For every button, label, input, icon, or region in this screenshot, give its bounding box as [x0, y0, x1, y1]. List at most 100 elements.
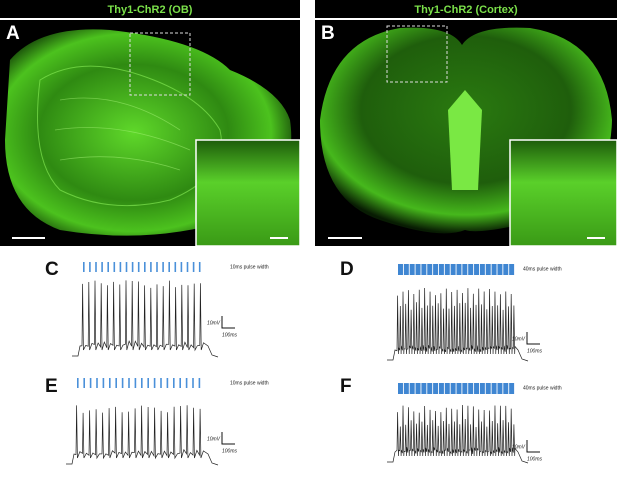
light-pulse	[115, 378, 117, 388]
light-pulse	[102, 378, 105, 388]
light-pulse	[444, 383, 450, 394]
light-pulse	[433, 264, 439, 275]
light-pulse	[485, 264, 491, 275]
panel-title: Thy1-ChR2 (Cortex)	[414, 4, 518, 16]
light-pulse	[491, 383, 497, 394]
voltage-trace	[387, 404, 529, 464]
stimulus-label: 40ms pulse width	[523, 266, 562, 272]
scale-voltage: 10mV	[512, 444, 526, 450]
fibers	[54, 97, 191, 171]
voltage-trace	[72, 280, 219, 358]
light-pulse	[497, 383, 503, 394]
light-pulse	[427, 383, 433, 394]
trace-label: F	[340, 376, 352, 397]
panel-title: Thy1-ChR2 (OB)	[108, 4, 193, 16]
light-pulse	[438, 383, 444, 394]
light-pulse	[198, 378, 201, 388]
light-pulse	[192, 262, 195, 272]
light-pulse	[456, 383, 462, 394]
light-pulse	[144, 262, 146, 272]
light-pulse	[474, 383, 480, 394]
light-pulse	[415, 383, 421, 394]
light-pulse	[179, 378, 181, 388]
light-pulse	[427, 264, 433, 275]
light-pulse	[421, 383, 427, 394]
light-pulse	[89, 262, 91, 272]
title-bar	[315, 0, 617, 18]
light-pulse	[198, 262, 201, 272]
light-pulse	[450, 264, 456, 275]
scale-bar	[221, 432, 235, 445]
light-pulse	[409, 383, 415, 394]
light-pulse	[95, 262, 97, 272]
light-pulse	[168, 262, 170, 272]
scale-voltage: 10mV	[207, 436, 221, 442]
light-pulse	[415, 264, 421, 275]
light-pulse	[497, 264, 503, 275]
light-pulse	[485, 383, 491, 394]
panel-a: Thy1-ChR2 (OB) A	[0, 0, 301, 247]
light-pulse	[479, 383, 485, 394]
light-pulse	[125, 262, 128, 272]
inset	[509, 139, 617, 247]
light-pulse	[403, 264, 409, 275]
light-pulse	[192, 378, 194, 388]
light-pulse	[186, 262, 189, 272]
light-pulse	[128, 378, 130, 388]
light-pulse	[462, 264, 468, 275]
light-pulse	[433, 383, 439, 394]
light-pulse	[147, 378, 149, 388]
inset	[195, 139, 301, 247]
light-pulse	[134, 378, 137, 388]
trace-label: E	[45, 376, 58, 397]
trace-label: D	[340, 259, 354, 280]
light-pulse	[503, 264, 509, 275]
light-pulse	[101, 262, 103, 272]
light-pulse	[503, 383, 509, 394]
light-pulse	[113, 262, 116, 272]
trace-label: C	[45, 259, 59, 280]
light-pulse	[456, 264, 462, 275]
light-pulse	[509, 383, 515, 394]
light-pulse	[141, 378, 143, 388]
light-pulse	[83, 262, 85, 272]
light-pulse	[83, 378, 85, 388]
roi-box	[386, 25, 448, 83]
title-bar	[0, 0, 300, 18]
light-pulse	[468, 383, 474, 394]
light-pulse	[156, 262, 158, 272]
scale-bar	[526, 440, 540, 453]
light-pulse	[119, 262, 122, 272]
light-pulse	[121, 378, 124, 388]
scale-time: 100ms	[527, 456, 543, 462]
light-pulse	[160, 378, 162, 388]
panel-label: B	[321, 23, 335, 44]
midline	[448, 90, 482, 190]
light-pulse	[438, 264, 444, 275]
scale-bar	[221, 316, 235, 329]
light-pulse	[444, 264, 450, 275]
light-pulse	[409, 264, 415, 275]
scale-time: 100ms	[222, 332, 238, 338]
light-pulse	[450, 383, 456, 394]
light-pulse	[185, 378, 188, 388]
light-pulse	[474, 264, 480, 275]
light-pulse	[398, 264, 403, 275]
light-pulse	[180, 262, 183, 272]
light-pulse	[403, 383, 409, 394]
voltage-trace	[66, 405, 219, 466]
light-pulse	[162, 262, 164, 272]
stimulus-label: 40ms pulse width	[523, 385, 562, 391]
scale-time: 100ms	[222, 448, 238, 454]
stimulus-label: 10ms pulse width	[230, 380, 269, 386]
light-pulse	[491, 264, 497, 275]
panel-b: Thy1-ChR2 (Cortex) B	[315, 0, 617, 247]
light-pulse	[89, 378, 92, 388]
roi-box	[129, 32, 191, 96]
light-pulse	[107, 262, 109, 272]
stimulus-label: 10ms pulse width	[230, 264, 269, 270]
light-pulse	[398, 383, 403, 394]
light-pulse	[137, 262, 140, 272]
light-pulse	[174, 262, 177, 272]
